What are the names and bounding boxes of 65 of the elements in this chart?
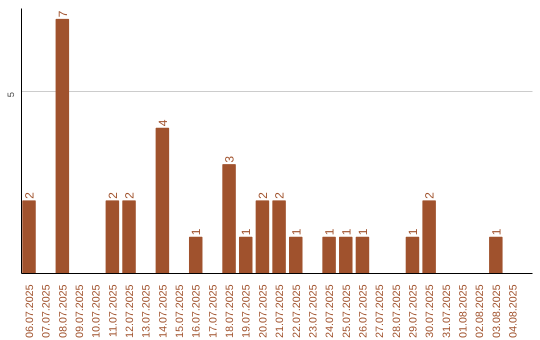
bar	[22, 200, 36, 274]
x-tick-label: 02.08.2025	[474, 284, 486, 338]
x-tick-label: 08.07.2025	[57, 284, 70, 338]
data-label: 1	[339, 228, 354, 236]
x-tick-label: 30.07.2025	[424, 284, 436, 338]
bar	[289, 236, 303, 274]
bar	[256, 200, 270, 274]
data-label: 2	[272, 192, 287, 199]
x-tick-label: 09.07.2025	[74, 284, 86, 338]
x-tick-label: 11.07.2025	[107, 284, 120, 338]
bar	[222, 164, 236, 274]
bar	[489, 236, 503, 274]
data-label: 2	[422, 192, 437, 199]
data-label: 1	[322, 228, 337, 236]
bar	[188, 236, 202, 274]
x-tick-label: 23.07.2025	[307, 284, 320, 338]
bar	[406, 236, 420, 274]
data-label: 2	[122, 192, 137, 199]
bar	[322, 236, 336, 274]
data-label: 2	[106, 192, 120, 199]
x-tick-label: 15.07.2025	[174, 284, 186, 338]
x-tick-label: 20.07.2025	[257, 284, 270, 338]
x-tick-label: 26.07.2025	[357, 284, 370, 338]
x-tick-label: 24.07.2025	[324, 284, 336, 338]
x-tick-label: 18.07.2025	[224, 284, 236, 338]
x-tick-label: 25.07.2025	[340, 284, 353, 338]
x-tick-label: 14.07.2025	[157, 284, 170, 338]
bar	[156, 128, 170, 274]
data-label: 1	[356, 228, 370, 236]
x-tick-label: 22.07.2025	[290, 284, 303, 338]
data-label: 2	[22, 192, 36, 199]
bar	[272, 200, 286, 274]
x-tick-label: 27.07.2025	[374, 284, 386, 338]
x-tick-label: 06.07.2025	[24, 284, 36, 338]
y-tick-label: 5	[6, 92, 16, 98]
x-tick-label: 29.07.2025	[407, 284, 420, 338]
x-tick-label: 10.07.2025	[90, 284, 103, 338]
x-tick-label: 12.07.2025	[124, 284, 136, 338]
x-tick-label: 07.07.2025	[40, 284, 53, 338]
bar	[339, 236, 353, 274]
data-label: 4	[156, 119, 170, 126]
data-label: 1	[406, 228, 420, 236]
bar	[122, 200, 136, 274]
data-label: 1	[289, 228, 304, 236]
bar	[106, 200, 120, 274]
data-label: 1	[489, 228, 504, 236]
bar	[56, 18, 70, 274]
x-tick-label: 04.08.2025	[507, 284, 520, 338]
x-tick-label: 17.07.2025	[207, 284, 220, 338]
x-tick-label: 28.07.2025	[390, 284, 403, 338]
x-tick-label: 21.07.2025	[274, 284, 286, 338]
bar	[356, 236, 370, 274]
data-label: 1	[239, 228, 254, 236]
x-tick-label: 03.08.2025	[490, 284, 503, 338]
bar	[422, 200, 436, 274]
x-tick-label: 13.07.2025	[140, 284, 153, 338]
x-tick-label: 31.07.2025	[440, 284, 453, 338]
x-tick-label: 16.07.2025	[190, 284, 203, 338]
x-tick-label: 19.07.2025	[240, 284, 253, 338]
data-label: 2	[256, 192, 270, 199]
x-tick-label: 01.08.2025	[457, 284, 470, 338]
data-label: 7	[56, 10, 70, 18]
data-label: 1	[189, 228, 204, 236]
bar	[238, 236, 252, 274]
data-label: 3	[222, 156, 237, 163]
